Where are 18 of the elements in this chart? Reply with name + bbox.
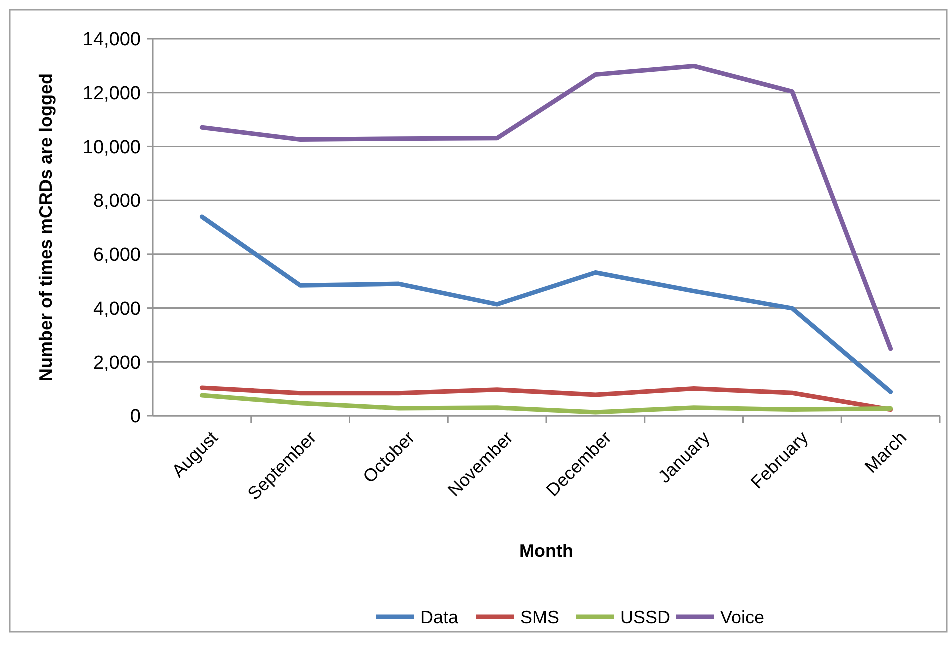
x-axis-title: Month (520, 541, 574, 561)
y-tick-label: 2,000 (93, 352, 141, 374)
legend-label: Data (420, 607, 460, 628)
y-axis-title: Number of times mCRDs are logged (36, 73, 56, 382)
y-tick-label: 0 (130, 406, 141, 428)
line-series (200, 64, 894, 352)
legend-label: Voice (720, 607, 765, 628)
y-tick-label: 4,000 (93, 298, 141, 320)
line-series (200, 393, 894, 415)
y-tick-label: 12,000 (82, 84, 141, 105)
y-tick-label: 10,000 (82, 137, 141, 158)
y-tick-label: 6,000 (93, 245, 141, 266)
legend-label: USSD (620, 607, 671, 628)
y-tick-label: 8,000 (93, 191, 141, 212)
y-tick-label: 14,000 (82, 30, 141, 51)
legend-label: SMS (520, 607, 560, 628)
line-series (200, 214, 894, 394)
line-series (200, 386, 894, 412)
